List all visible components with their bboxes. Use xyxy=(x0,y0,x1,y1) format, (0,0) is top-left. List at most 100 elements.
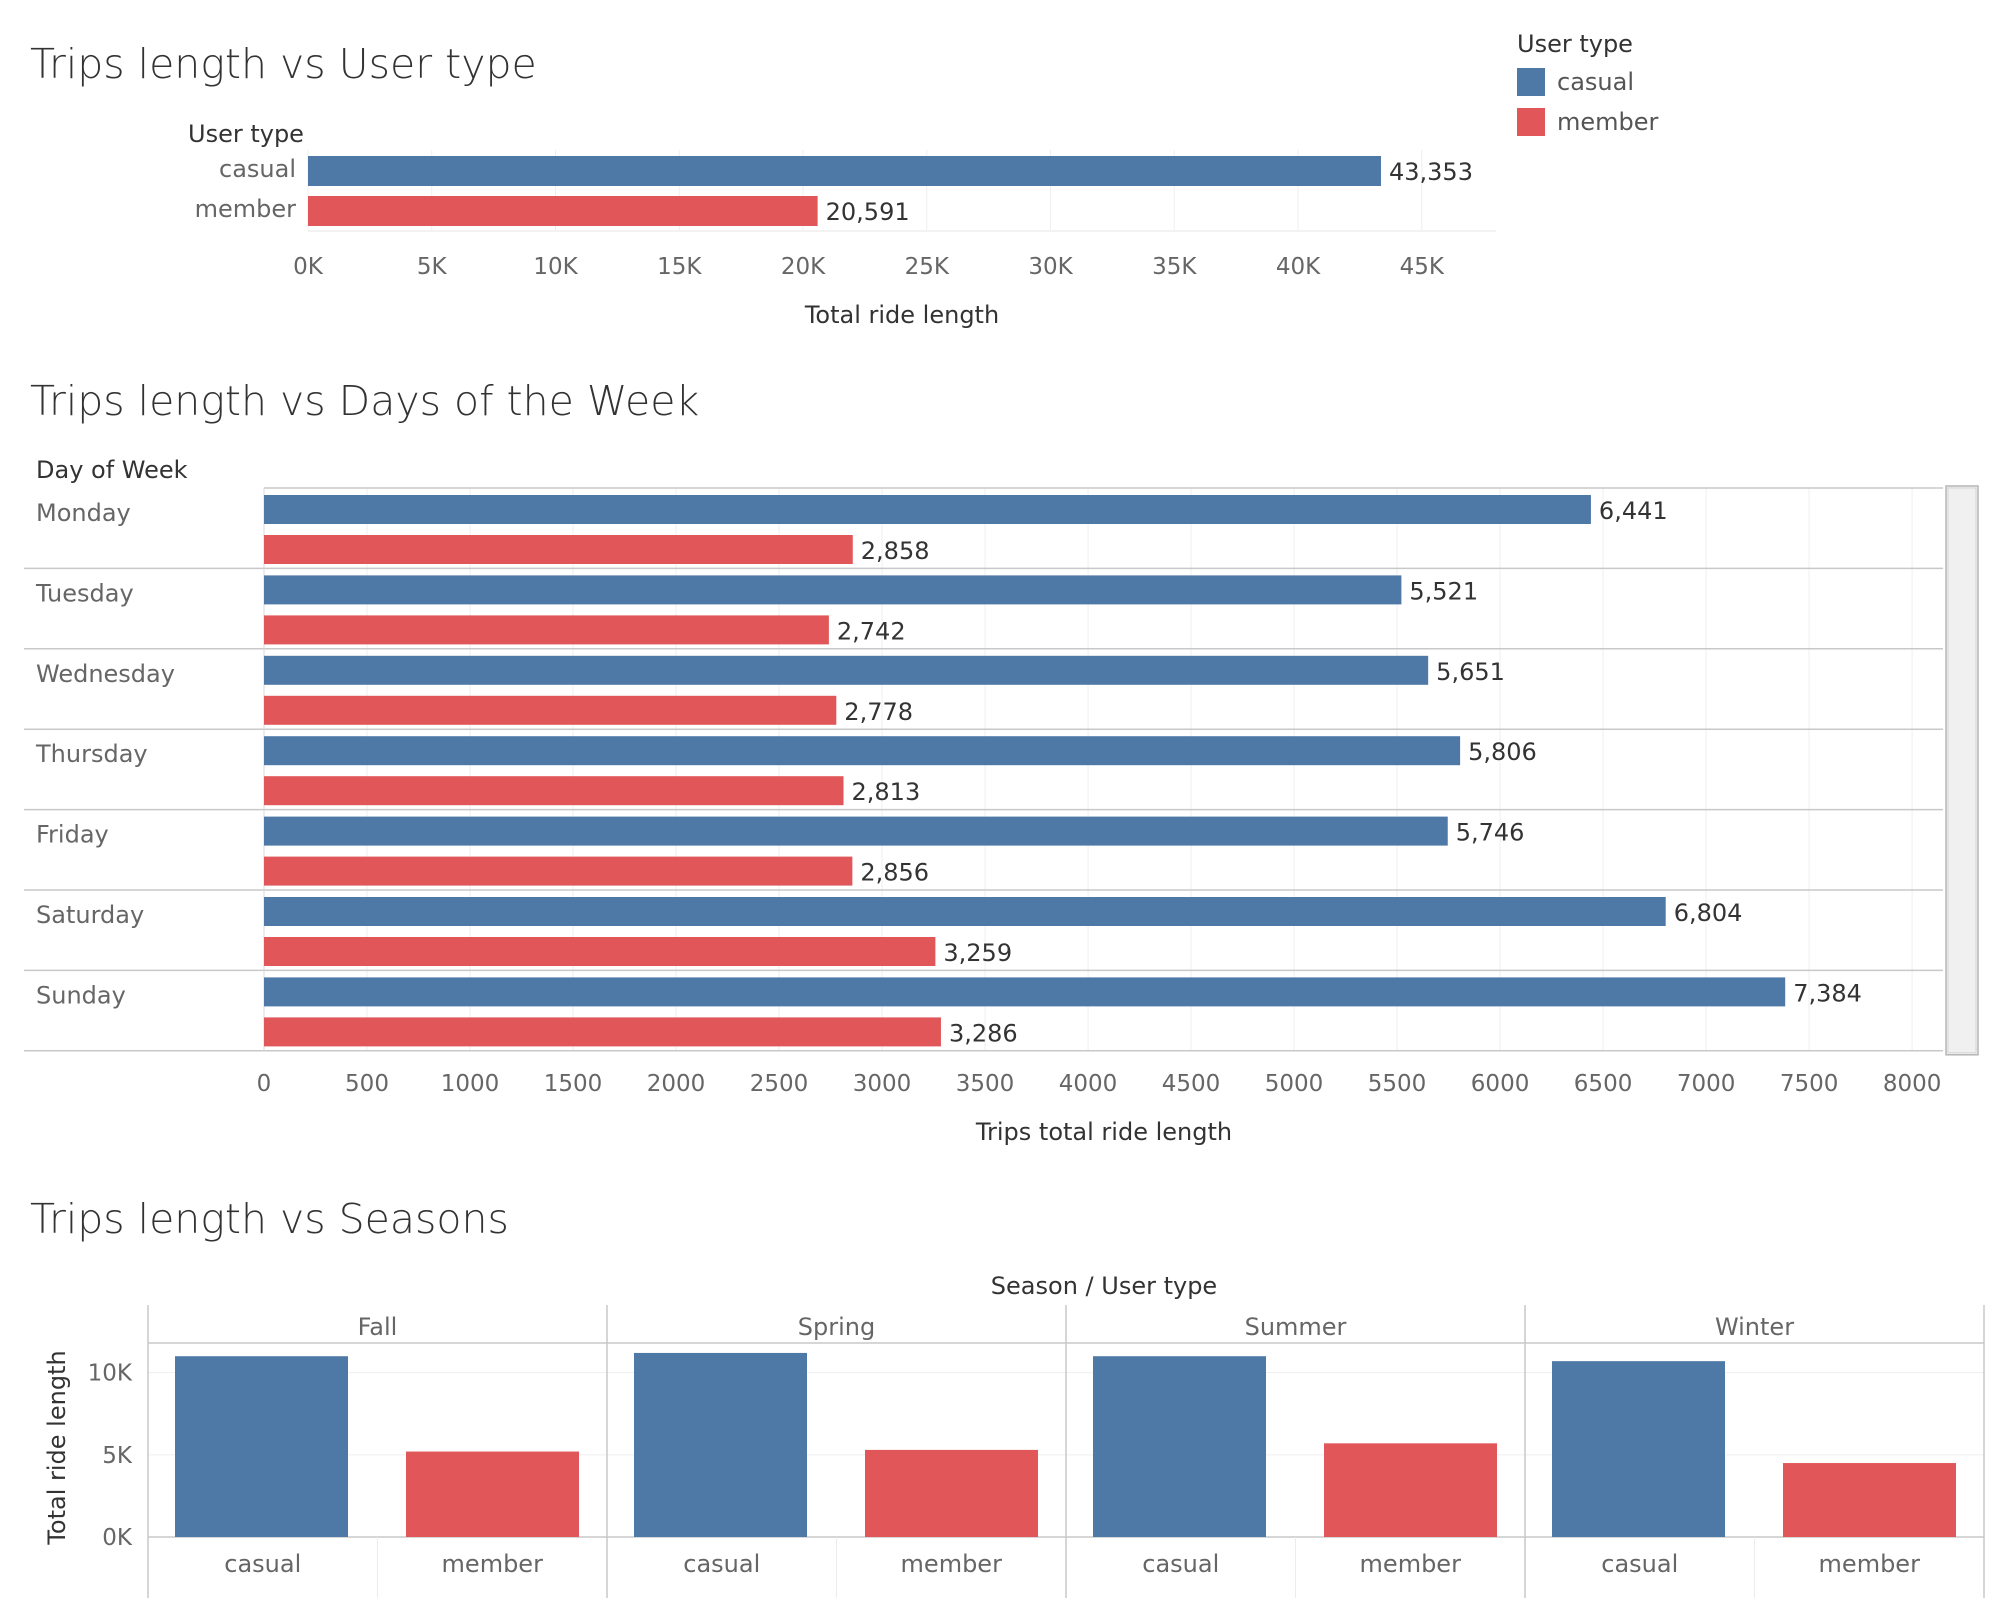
chart2-tick-label: 2500 xyxy=(750,1071,809,1097)
chart2-tick-label: 6500 xyxy=(1574,1071,1633,1097)
chart-user-type: User type casual 43,353 member 20,591 0K 5K 10K… xyxy=(188,120,1496,329)
chart1-tick-label: 35K xyxy=(1152,254,1197,280)
chart2-data-label: 5,746 xyxy=(1456,819,1525,847)
chart2-data-label: 2,742 xyxy=(837,617,906,645)
chart2-data-label: 2,858 xyxy=(861,537,930,565)
chart1-category-label: casual xyxy=(219,155,296,183)
chart2-bar-member[interactable] xyxy=(264,535,853,564)
chart2-tick-label: 500 xyxy=(345,1071,389,1097)
chart2-tick-label: 8000 xyxy=(1883,1071,1942,1097)
chart-days-of-week: Day of Week Monday 6,441 2,858 Tuesday 5,521 2… xyxy=(24,456,1979,1146)
chart2-category-label: Sunday xyxy=(36,981,126,1009)
chart2-bar-casual[interactable] xyxy=(264,495,1591,524)
chart2-xlabel: Trips total ride length xyxy=(975,1118,1232,1146)
chart2-data-label: 3,286 xyxy=(949,1019,1018,1047)
legend-swatch-member xyxy=(1517,108,1545,136)
chart3-title: Trips length vs Seasons xyxy=(30,1195,509,1243)
chart3-tick-label: 0K xyxy=(102,1525,133,1551)
chart2-bar-casual[interactable] xyxy=(264,816,1448,846)
chart2-tick-label: 1000 xyxy=(441,1071,500,1097)
chart2-data-label: 6,804 xyxy=(1674,899,1743,927)
chart1-tick-label: 15K xyxy=(657,254,702,280)
chart2-title: Trips length vs Days of the Week xyxy=(30,377,700,425)
chart2-category-label: Wednesday xyxy=(36,660,175,688)
chart2-data-label: 2,856 xyxy=(860,859,929,887)
chart2-bar-casual[interactable] xyxy=(264,575,1402,605)
chart3-bar-member[interactable] xyxy=(1324,1443,1497,1537)
chart2-tick-label: 5500 xyxy=(1368,1071,1427,1097)
legend-label-member: member xyxy=(1557,108,1659,136)
chart2-bar-casual[interactable] xyxy=(264,655,1429,685)
legend: User type casual member xyxy=(1517,30,1837,142)
chart2-tick-label: 4000 xyxy=(1059,1071,1118,1097)
chart2-tick-label: 1500 xyxy=(544,1071,603,1097)
chart1-row-header: User type xyxy=(188,120,304,148)
chart2-category-label: Thursday xyxy=(35,740,148,768)
chart2-data-label: 2,813 xyxy=(852,778,921,806)
chart2-bar-member[interactable] xyxy=(264,615,829,645)
chart2-bar-member[interactable] xyxy=(264,937,936,966)
chart2-data-label: 3,259 xyxy=(943,939,1012,967)
chart1-bar-member[interactable] xyxy=(308,196,818,226)
chart3-category-label: member xyxy=(1819,1550,1921,1578)
chart3-category-label: casual xyxy=(224,1550,301,1578)
chart3-bar-casual[interactable] xyxy=(175,1356,348,1537)
chart3-bar-member[interactable] xyxy=(1783,1463,1956,1537)
chart3-category-label: casual xyxy=(683,1550,760,1578)
chart1-category-label: member xyxy=(195,195,297,223)
chart3-tick-label: 10K xyxy=(88,1361,133,1387)
chart2-tick-label: 7000 xyxy=(1677,1071,1736,1097)
chart3-bar-member[interactable] xyxy=(865,1449,1038,1537)
legend-item-casual[interactable]: casual xyxy=(1517,62,1837,102)
chart2-tick-label: 5000 xyxy=(1265,1071,1324,1097)
chart1-tick-label: 20K xyxy=(781,254,826,280)
chart2-tick-label: 6000 xyxy=(1471,1071,1530,1097)
chart2-category-label: Monday xyxy=(36,499,131,527)
chart2-bar-casual[interactable] xyxy=(264,977,1786,1007)
chart3-bar-casual[interactable] xyxy=(634,1352,807,1537)
chart3-category-label: member xyxy=(901,1550,1003,1578)
chart2-tick-label: 3500 xyxy=(956,1071,1015,1097)
chart-seasons: Season / User type Fall casual member Spring… xyxy=(43,1272,1985,1598)
chart3-bar-member[interactable] xyxy=(406,1451,579,1537)
chart3-bar-casual[interactable] xyxy=(1093,1356,1266,1537)
chart2-tick-label: 3000 xyxy=(853,1071,912,1097)
chart2-bar-casual[interactable] xyxy=(264,736,1461,766)
chart3-panel-label: Fall xyxy=(358,1313,398,1341)
chart1-tick-label: 0K xyxy=(293,254,324,280)
chart3-category-label: member xyxy=(1360,1550,1462,1578)
chart2-scrollbar-thumb[interactable] xyxy=(1947,487,1977,1054)
chart2-data-label: 2,778 xyxy=(844,698,913,726)
chart2-bar-member[interactable] xyxy=(264,695,837,725)
chart1-tick-label: 30K xyxy=(1028,254,1073,280)
legend-label-casual: casual xyxy=(1557,68,1634,96)
chart2-data-label: 5,521 xyxy=(1409,577,1478,605)
chart2-data-label: 6,441 xyxy=(1599,497,1668,525)
chart2-data-label: 5,806 xyxy=(1468,738,1537,766)
chart3-panel-label: Summer xyxy=(1245,1313,1347,1341)
chart1-tick-label: 40K xyxy=(1276,254,1321,280)
chart2-bar-member[interactable] xyxy=(264,1017,941,1047)
chart3-bar-casual[interactable] xyxy=(1552,1361,1725,1537)
chart2-tick-label: 4500 xyxy=(1162,1071,1221,1097)
chart1-data-label: 20,591 xyxy=(826,198,910,226)
chart1-bar-casual[interactable] xyxy=(308,156,1381,186)
chart2-category-label: Saturday xyxy=(36,901,144,929)
chart2-tick-label: 0 xyxy=(257,1071,272,1097)
chart3-panel-label: Spring xyxy=(798,1313,875,1341)
chart1-tick-label: 10K xyxy=(533,254,578,280)
chart1-tick-label: 5K xyxy=(417,254,448,280)
chart1-title: Trips length vs User type xyxy=(30,40,537,88)
chart2-bar-casual[interactable] xyxy=(264,897,1666,926)
chart1-data-label: 43,353 xyxy=(1389,158,1473,186)
chart2-data-label: 7,384 xyxy=(1793,979,1862,1007)
chart1-xlabel: Total ride length xyxy=(804,301,999,329)
legend-item-member[interactable]: member xyxy=(1517,102,1837,142)
chart3-ylabel: Total ride length xyxy=(43,1350,71,1545)
chart2-bar-member[interactable] xyxy=(264,856,853,886)
chart2-tick-label: 7500 xyxy=(1780,1071,1839,1097)
chart1-tick-label: 25K xyxy=(905,254,950,280)
chart3-header: Season / User type xyxy=(991,1272,1217,1300)
chart2-bar-member[interactable] xyxy=(264,776,844,806)
chart1-tick-label: 45K xyxy=(1400,254,1445,280)
